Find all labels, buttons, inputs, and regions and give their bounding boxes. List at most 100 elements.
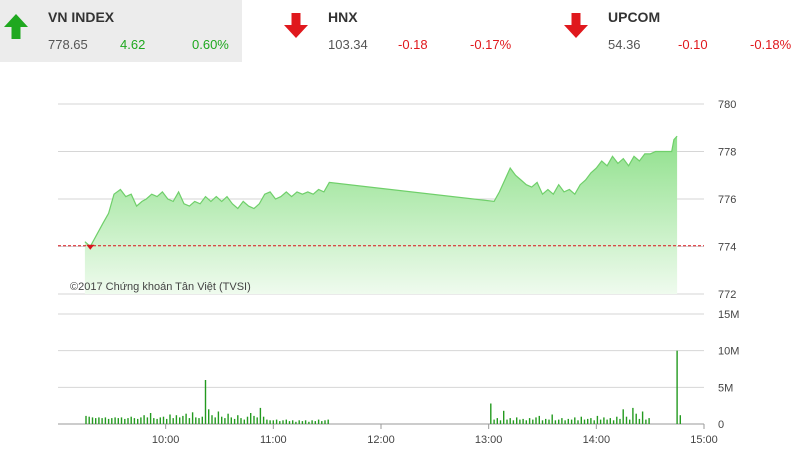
volume-bar xyxy=(201,416,203,424)
index-upcom[interactable]: UPCOM 54.36 -0.10 -0.18% xyxy=(560,0,800,62)
volume-bar xyxy=(107,418,110,424)
volume-bars xyxy=(85,350,681,424)
index-value: 778.65 xyxy=(48,37,88,52)
volume-bar xyxy=(169,414,171,424)
volume-bar xyxy=(149,413,152,424)
volume-bar xyxy=(516,417,518,424)
volume-bar xyxy=(117,418,119,424)
index-ticker-bar: VN INDEX 778.65 4.62 0.60% HNX 103.34 -0… xyxy=(0,0,800,62)
volume-bar xyxy=(554,420,557,424)
volume-bar xyxy=(679,415,681,424)
index-name: HNX xyxy=(328,9,358,25)
volume-bar xyxy=(321,421,323,424)
time-tick-label: 13:00 xyxy=(475,434,503,446)
volume-bar xyxy=(603,417,605,424)
volume-bar xyxy=(166,418,168,424)
volume-bar xyxy=(577,420,579,424)
volume-bar xyxy=(525,420,527,424)
index-value: 54.36 xyxy=(608,37,641,52)
index-change: -0.18 xyxy=(398,37,428,52)
volume-bar xyxy=(159,417,161,424)
volume-bar xyxy=(632,407,634,424)
volume-tick-label: 5M xyxy=(718,382,733,394)
index-vnindex[interactable]: VN INDEX 778.65 4.62 0.60% xyxy=(0,0,242,62)
volume-bar xyxy=(156,418,158,424)
volume-bar xyxy=(506,419,508,424)
watermark: ©2017 Chứng khoán Tân Việt (TVSI) xyxy=(70,281,251,293)
volume-bar xyxy=(538,415,540,424)
volume-bar xyxy=(580,416,582,424)
volume-bar xyxy=(295,421,297,424)
volume-bar xyxy=(625,416,628,424)
volume-bar xyxy=(574,417,576,424)
volume-bar xyxy=(282,420,284,424)
volume-bar xyxy=(85,415,87,424)
price-axis: 780 778 776 774 772 xyxy=(718,99,736,301)
reference-marker xyxy=(86,244,95,250)
volume-bar xyxy=(590,418,592,424)
volume-tick-label: 15M xyxy=(718,309,739,321)
volume-bar xyxy=(101,418,103,424)
volume-bar xyxy=(253,415,255,424)
volume-bar xyxy=(153,418,155,424)
volume-bar xyxy=(314,421,316,424)
volume-bar xyxy=(91,417,94,424)
volume-bar xyxy=(596,415,599,424)
volume-bar xyxy=(599,419,602,424)
volume-bar xyxy=(570,419,573,424)
volume-bar xyxy=(175,415,178,424)
volume-bar xyxy=(272,420,274,424)
price-tick-label: 776 xyxy=(718,194,736,206)
price-area xyxy=(84,136,678,294)
volume-bar xyxy=(211,415,213,424)
volume-bar xyxy=(490,403,492,424)
index-hnx[interactable]: HNX 103.34 -0.18 -0.17% xyxy=(280,0,530,62)
volume-bar xyxy=(185,413,187,424)
volume-bar xyxy=(224,418,226,424)
volume-bar xyxy=(593,420,595,424)
volume-bar xyxy=(609,418,611,424)
volume-bar xyxy=(548,419,550,424)
volume-bar xyxy=(162,416,165,424)
volume-bar xyxy=(612,420,615,424)
volume-bar xyxy=(583,419,586,424)
time-tick-label: 14:00 xyxy=(583,434,611,446)
volume-bar xyxy=(493,419,495,424)
volume-bar xyxy=(564,420,566,424)
volume-bar xyxy=(243,419,245,424)
volume-tick-label: 10M xyxy=(718,346,739,358)
volume-bar xyxy=(285,419,287,424)
index-name: UPCOM xyxy=(608,9,661,25)
volume-bar xyxy=(327,419,329,424)
index-percent: -0.18% xyxy=(750,37,792,52)
volume-bar xyxy=(676,350,678,424)
volume-bar xyxy=(587,418,589,424)
volume-bar xyxy=(641,411,644,424)
vnindex-intraday-chart: ©2017 Chứng khoán Tân Việt (TVSI) 780 778… xyxy=(58,99,739,446)
volume-bar xyxy=(95,418,97,424)
volume-bar xyxy=(146,417,149,424)
volume-bar xyxy=(512,420,515,424)
volume-bar xyxy=(195,417,197,424)
volume-bar xyxy=(214,417,216,424)
volume-bar xyxy=(509,418,511,424)
volume-bar xyxy=(311,420,313,424)
index-change: 4.62 xyxy=(120,37,146,52)
volume-bar xyxy=(308,421,310,424)
volume-bar xyxy=(301,421,304,424)
volume-bar xyxy=(635,413,637,424)
volume-bar xyxy=(88,416,90,424)
time-tick-label: 10:00 xyxy=(152,434,180,446)
volume-bar xyxy=(120,417,123,424)
volume-bar xyxy=(204,380,207,424)
volume-bar xyxy=(266,419,268,424)
volume-bar xyxy=(616,416,618,424)
volume-bar xyxy=(133,418,136,424)
volume-tick-label: 0 xyxy=(718,419,724,431)
volume-bar xyxy=(528,418,531,424)
time-tick-label: 12:00 xyxy=(367,434,395,446)
volume-bar xyxy=(629,419,631,424)
volume-bar xyxy=(638,418,641,424)
arrow-down-icon xyxy=(564,13,588,38)
volume-bar xyxy=(317,419,320,424)
